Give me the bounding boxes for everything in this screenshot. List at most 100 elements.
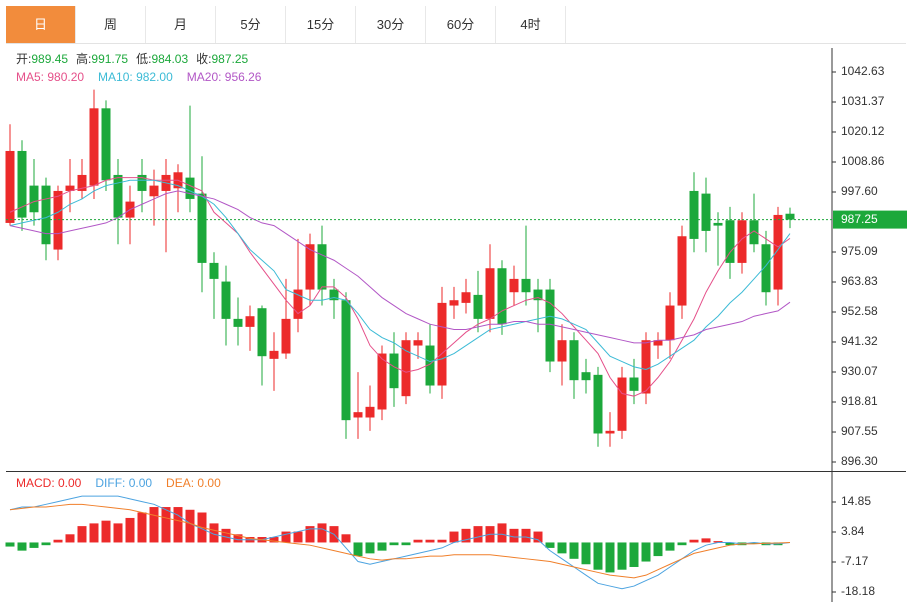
y-tick-label: -7.17: [841, 554, 869, 568]
candle-body: [605, 430, 615, 434]
candle-body: [101, 108, 111, 181]
macd-bar: [701, 538, 711, 543]
candle-body: [377, 353, 387, 410]
candle-body: [677, 236, 687, 306]
macd-bar: [269, 537, 279, 543]
macd-bar: [377, 542, 387, 551]
macd-bar: [629, 542, 639, 567]
macd-bar: [509, 528, 519, 543]
tab[interactable]: 月: [146, 6, 216, 43]
candle-body: [461, 292, 471, 303]
macd-bar: [77, 526, 87, 543]
y-tick-label: 907.55: [841, 424, 878, 438]
candle-body: [485, 268, 495, 319]
candle-body: [149, 185, 159, 197]
tab[interactable]: 日: [6, 6, 76, 43]
macd-bar: [149, 507, 159, 543]
y-tick-label: 1042.63: [841, 64, 885, 78]
macd-bar: [605, 542, 615, 573]
candle-body: [65, 185, 75, 191]
candle-body: [257, 308, 267, 357]
candle-body: [713, 222, 723, 226]
indicator-line: [9, 503, 791, 579]
candle-body: [233, 318, 243, 327]
macd-bar: [173, 507, 183, 543]
macd-bar: [137, 512, 147, 543]
candle-body: [5, 150, 15, 223]
candle-body: [581, 372, 591, 381]
macd-bar: [365, 542, 375, 554]
macd-bar: [461, 528, 471, 543]
macd-bar: [581, 542, 591, 565]
macd-bar: [293, 531, 303, 543]
candle-body: [281, 318, 291, 354]
y-tick-label: 1020.12: [841, 124, 885, 138]
candle-body: [629, 377, 639, 391]
candle-body: [185, 177, 195, 199]
y-tick-label: 963.83: [841, 274, 878, 288]
candle-body: [17, 150, 27, 218]
y-tick-label: 918.81: [841, 394, 878, 408]
candle-body: [305, 244, 315, 290]
macd-bar: [473, 526, 483, 543]
macd-bar: [689, 539, 699, 543]
candle-body: [245, 316, 255, 327]
macd-bar: [17, 542, 27, 551]
candle-body: [557, 340, 567, 362]
y-tick-label: 930.07: [841, 364, 878, 378]
candle-body: [113, 174, 123, 218]
info-label: 开:: [16, 52, 31, 66]
y-tick-label: 952.58: [841, 304, 878, 318]
macd-bar: [305, 526, 315, 543]
tab[interactable]: 4时: [496, 6, 566, 43]
macd-bar: [185, 509, 195, 543]
candle-body: [137, 174, 147, 191]
y-tick-label: 975.09: [841, 244, 878, 258]
macd-bar: [401, 542, 411, 546]
macd-bar: [497, 523, 507, 543]
y-tick-label: 941.32: [841, 334, 878, 348]
candle-body: [653, 340, 663, 346]
macd-bar: [53, 539, 63, 543]
candle-body: [761, 244, 771, 293]
candle-body: [773, 214, 783, 290]
legend-entry: MA20: 956.26: [187, 70, 262, 84]
candle-body: [221, 281, 231, 319]
legend-entry: MA10: 982.00: [98, 70, 173, 84]
y-tick-label: 1031.37: [841, 94, 885, 108]
macd-bar: [617, 542, 627, 570]
macd-bar: [749, 542, 759, 544]
macd-bar: [425, 539, 435, 543]
tab[interactable]: 周: [76, 6, 146, 43]
candle-body: [437, 302, 447, 386]
macd-bar: [653, 542, 663, 557]
candle-body: [521, 278, 531, 293]
candle-body: [29, 185, 39, 213]
candle-body: [569, 340, 579, 381]
candle-body: [497, 268, 507, 325]
tab[interactable]: 60分: [426, 6, 496, 43]
macd-bar: [221, 528, 231, 543]
macd-bar: [41, 542, 51, 546]
candle-body: [197, 193, 207, 263]
macd-bar: [533, 531, 543, 543]
candle-body: [533, 289, 543, 301]
candle-body: [473, 294, 483, 319]
y-tick-label: -18.18: [841, 584, 875, 598]
tab[interactable]: 30分: [356, 6, 426, 43]
macd-bar: [161, 507, 171, 543]
last-price-label: 987.25: [841, 212, 878, 226]
macd-bar: [281, 531, 291, 543]
candle-body: [341, 300, 351, 421]
candle-body: [593, 374, 603, 434]
tab[interactable]: 5分: [216, 6, 286, 43]
candle-body: [209, 262, 219, 279]
macd-bar: [125, 517, 135, 543]
info-label: 低:: [136, 52, 151, 66]
macd-bar: [389, 542, 399, 546]
tab[interactable]: 15分: [286, 6, 356, 43]
macd-bar: [557, 542, 567, 554]
y-tick-label: 14.85: [841, 494, 871, 508]
legend-entry: MA5: 980.20: [16, 70, 84, 84]
candle-body: [41, 185, 51, 245]
